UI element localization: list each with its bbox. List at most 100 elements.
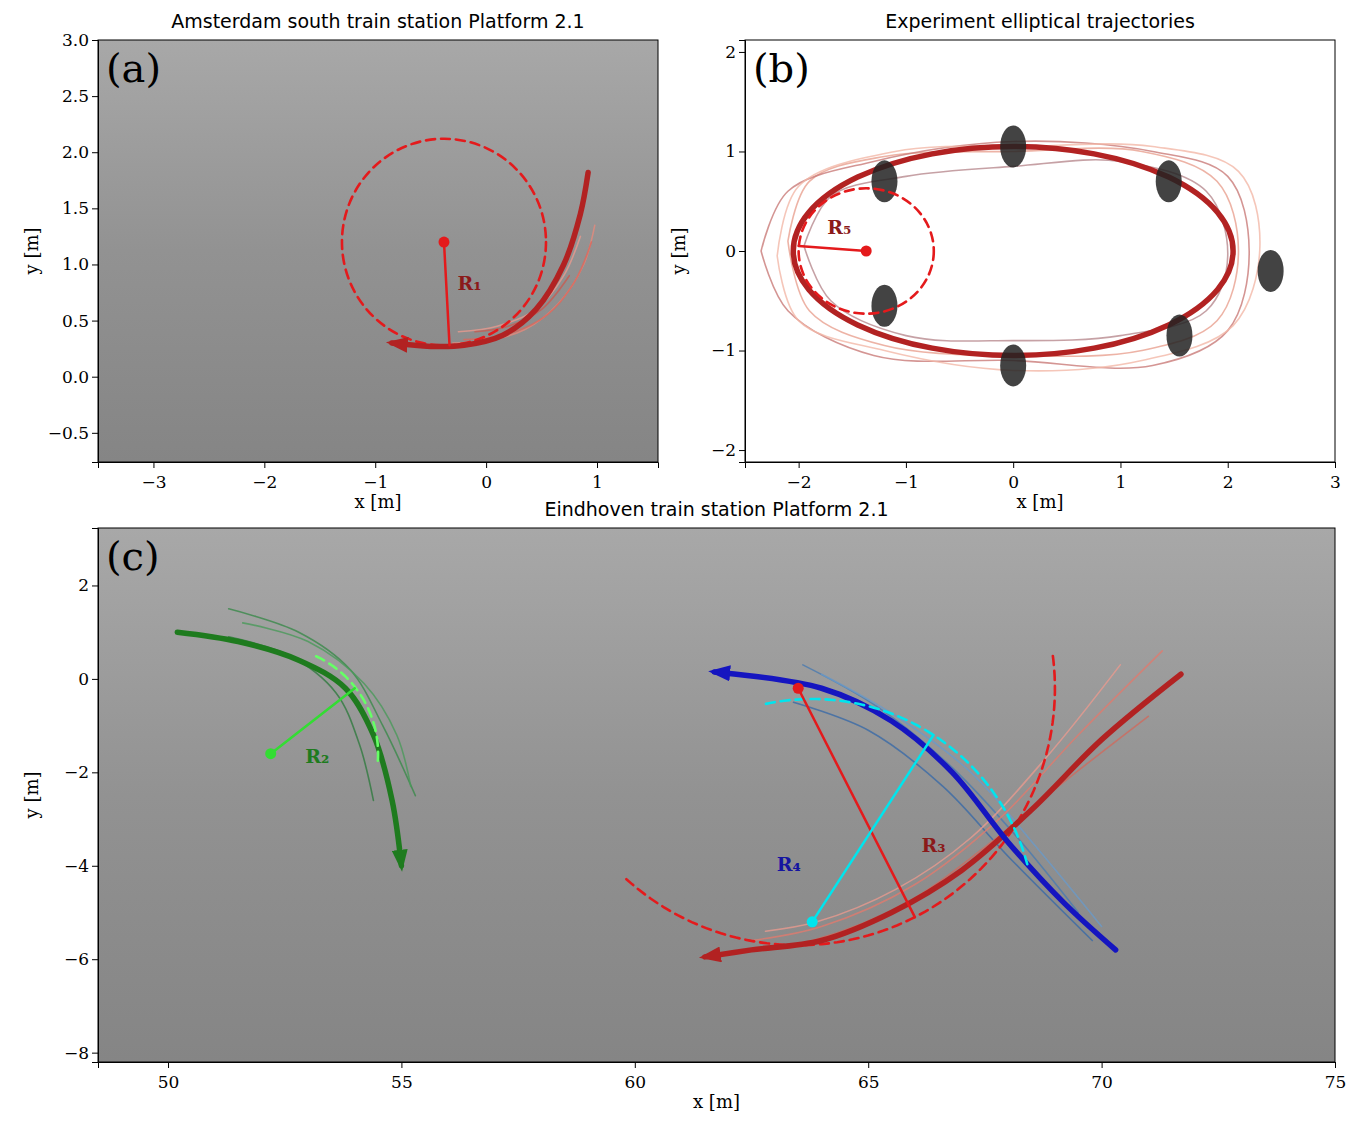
background [745, 40, 1335, 462]
y-tick-mark [92, 152, 98, 153]
y-tick: 0 [725, 241, 745, 261]
panel: R₁−3−2−101−0.50.00.51.01.52.02.53.0Amste… [21, 10, 659, 512]
x-tick: 0 [1008, 462, 1019, 492]
y-tick-label: 2 [725, 42, 736, 62]
x-axis: −3−2−101 [99, 462, 659, 492]
y-tick-label: 2 [78, 575, 89, 595]
y-tick-mark [92, 377, 98, 378]
y-tick-label: 0.5 [62, 311, 89, 331]
x-tick-mark [1335, 1062, 1336, 1068]
trajectory [458, 236, 580, 331]
background [98, 40, 658, 462]
radius-label: R₃ [921, 834, 945, 856]
y-tick-label: 1 [725, 141, 736, 161]
x-tick: −3 [141, 462, 166, 492]
y-tick: 0 [78, 669, 98, 689]
y-axis: −8−6−4−202 [64, 529, 99, 1063]
x-tick: 55 [391, 1062, 413, 1092]
y-tick-label: 1.5 [62, 198, 89, 218]
y-axis-title: y [m] [668, 227, 689, 275]
y-tick-mark [92, 321, 98, 322]
y-tick: 2.5 [62, 86, 98, 106]
trajectory [799, 246, 867, 251]
trajectory [777, 144, 1260, 371]
y-tick-mark [92, 96, 98, 97]
y-tick-label: −1 [711, 340, 736, 360]
x-tick-label: −2 [787, 472, 812, 492]
radius-label: R₁ [457, 272, 481, 294]
y-tick-mark [92, 866, 98, 867]
center-dot [793, 683, 804, 694]
x-axis: −2 −1 0 1 2 3 [746, 462, 1341, 492]
radius-label: R₂ [305, 745, 329, 767]
x-tick-mark [168, 1062, 169, 1068]
panel: R₅−2−10123−2−1012Experiment elliptical t… [668, 10, 1341, 512]
x-tick-mark [799, 462, 800, 468]
plot-area [761, 125, 1284, 386]
x-tick: −1 [894, 462, 919, 492]
x-tick-mark [264, 462, 265, 468]
x-tick-label: 1 [1116, 472, 1127, 492]
trajectory [752, 651, 1163, 941]
plot-area [177, 609, 1181, 957]
trajectory [804, 160, 1228, 341]
x-tick-mark [375, 462, 376, 468]
x-tick-label: 0 [1008, 472, 1019, 492]
figure: R₁−3−2−101−0.50.00.51.01.52.02.53.0Amste… [0, 0, 1360, 1123]
x-axis-title: x [m] [355, 491, 402, 512]
x-tick-mark [153, 462, 154, 468]
person [871, 160, 897, 202]
trajectory [794, 702, 1093, 940]
x-tick-label: −1 [894, 472, 919, 492]
background [98, 528, 1335, 1062]
x-axis-title: x [m] [1017, 491, 1064, 512]
x-tick-mark [597, 462, 598, 468]
y-tick-mark [739, 351, 745, 352]
y-axis-title: y [m] [21, 771, 42, 819]
y-axis-title: y [m] [21, 227, 42, 275]
person [1166, 315, 1192, 357]
y-tick-label: −2 [711, 440, 736, 460]
y-tick-label: 2.5 [62, 86, 89, 106]
x-tick: 2 [1223, 462, 1234, 492]
y-axis: −2 −1 0 1 2 [711, 41, 746, 463]
x-tick: 60 [624, 1062, 646, 1092]
x-tick-label: 70 [1091, 1072, 1113, 1092]
y-tick: −2 [711, 440, 745, 460]
y-tick-label: −6 [64, 949, 89, 969]
person [1258, 250, 1284, 292]
x-axis-line [746, 463, 1336, 469]
x-tick-label: 75 [1325, 1072, 1347, 1092]
y-tick-mark [92, 40, 98, 41]
x-tick: 1 [1116, 462, 1127, 492]
panel-label: (a) [106, 45, 161, 91]
x-tick: 3 [1330, 462, 1341, 492]
trajectory [714, 672, 1115, 950]
y-tick-mark [92, 772, 98, 773]
y-tick-mark [739, 450, 745, 451]
y-tick: 2 [78, 575, 98, 595]
x-tick: −2 [252, 462, 277, 492]
y-tick: 1.0 [62, 254, 98, 274]
mean-ellipse [793, 146, 1233, 355]
y-tick-label: 3.0 [62, 30, 89, 50]
y-tick-mark [739, 251, 745, 252]
x-tick-label: −1 [363, 472, 388, 492]
panel-title: Experiment elliptical trajectories [885, 10, 1195, 32]
y-tick-mark [92, 433, 98, 434]
plot-area [342, 139, 595, 347]
center-dot [807, 916, 818, 927]
y-tick-label: 1.0 [62, 254, 89, 274]
radius-label: R₄ [777, 853, 801, 875]
trajectory [229, 609, 416, 796]
y-tick: 1 [725, 141, 745, 161]
x-tick-mark [1228, 462, 1229, 468]
y-tick: −0.5 [48, 423, 98, 443]
trajectory [798, 688, 915, 917]
curvature-circle [342, 139, 546, 346]
trajectory [705, 674, 1181, 957]
x-tick: 70 [1091, 1062, 1113, 1092]
x-tick: 65 [858, 1062, 880, 1092]
y-tick: 0.0 [62, 367, 98, 387]
y-tick-label: −0.5 [48, 423, 89, 443]
